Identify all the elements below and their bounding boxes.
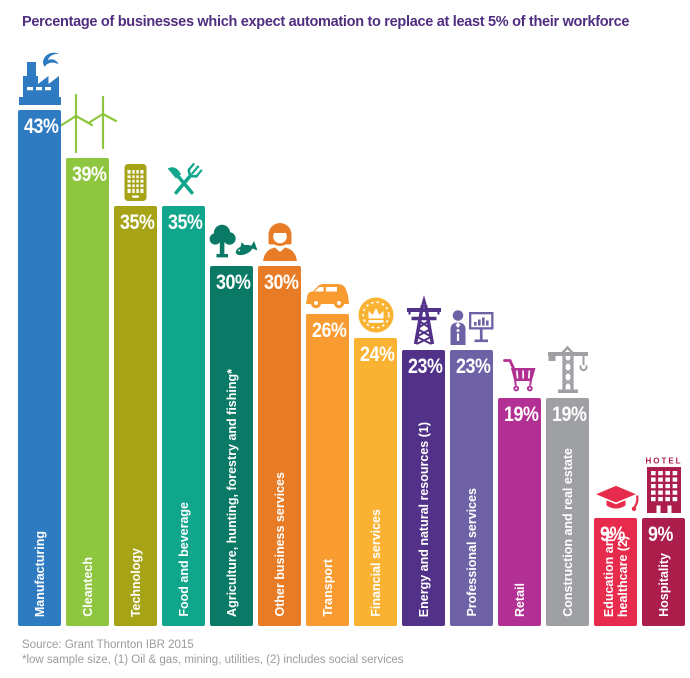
bar-value-label: 23% xyxy=(456,355,491,378)
graduation-cap-icon xyxy=(591,484,640,513)
bar-value-label: 30% xyxy=(216,271,251,294)
tree-fish-icon xyxy=(209,223,258,261)
bar-value-label: 9% xyxy=(600,523,625,546)
bar-group-financial-services: 24% Financial services xyxy=(354,297,397,626)
factory-icon xyxy=(18,50,61,105)
person-chart-icon xyxy=(450,309,494,345)
bar-category-label: Construction and real estate xyxy=(560,448,575,617)
bar-category-label: Professional services xyxy=(464,488,479,617)
car-icon xyxy=(306,282,349,309)
bar-group-cleantech: 39% Cleantech xyxy=(58,89,117,626)
bar-category-label: Transport xyxy=(320,559,335,617)
bar-agriculture-hunting-forestry-and-fishing: 30% Agriculture, hunting, forestry and fi… xyxy=(210,266,253,626)
person-icon xyxy=(258,222,301,261)
bar-value-label: 30% xyxy=(264,271,299,294)
bar-value-label: 23% xyxy=(408,355,443,378)
bar-group-energy-and-natural-resources-1: 23% Energy and natural resources (1) xyxy=(402,294,445,626)
bar-group-manufacturing: 43% Manufacturing xyxy=(18,50,61,626)
bar-category-label: Cleantech xyxy=(80,557,95,617)
mobile-phone-icon xyxy=(114,164,157,201)
bar-value-label: 19% xyxy=(552,403,587,426)
bar-category-label: Food and beverage xyxy=(176,502,191,617)
bar-value-label: 24% xyxy=(360,343,395,366)
bar-category-label: Technology xyxy=(128,547,143,617)
bar-value-label: 26% xyxy=(312,319,347,342)
bar-group-other-business-services: 30% Other business services xyxy=(258,222,301,626)
bar-category-label: Energy and natural resources (1) xyxy=(416,421,431,617)
bar-construction-and-real-estate: 19% Construction and real estate xyxy=(546,398,589,626)
crane-icon xyxy=(546,345,589,393)
bar-group-food-and-beverage: 35% Food and beverage xyxy=(162,163,205,626)
bar-group-education-and-healthcare-2: 9% Education and healthcare (2) xyxy=(591,484,640,626)
footnote-text: *low sample size, (1) Oil & gas, mining,… xyxy=(22,654,404,666)
bar-other-business-services: 30% Other business services xyxy=(258,266,301,626)
bar-technology: 35% Technology xyxy=(114,206,157,626)
bar-category-label: Agriculture, hunting, forestry and fishi… xyxy=(224,369,239,617)
coin-crown-icon xyxy=(354,297,397,333)
bar-manufacturing: 43% Manufacturing xyxy=(18,110,61,626)
bar-chart: 43% Manufacturing 39% Cleantech 35% Technolog… xyxy=(18,50,685,626)
bar-category-label: Hospitality xyxy=(656,553,671,617)
bar-group-hospitality: HOTEL 9% Hospitality xyxy=(642,455,685,626)
bar-value-label: 9% xyxy=(648,523,673,546)
bar-transport: 26% Transport xyxy=(306,314,349,626)
bar-value-label: 35% xyxy=(168,211,203,234)
bar-energy-and-natural-resources-1: 23% Energy and natural resources (1) xyxy=(402,350,445,626)
bar-category-label: Retail xyxy=(512,582,527,617)
bar-group-professional-services: 23% Professional services xyxy=(450,309,494,626)
bar-value-label: 19% xyxy=(504,403,539,426)
bar-financial-services: 24% Financial services xyxy=(354,338,397,626)
bar-group-construction-and-real-estate: 19% Construction and real estate xyxy=(546,345,589,626)
bar-value-label: 43% xyxy=(24,115,59,138)
hotel-icon: HOTEL xyxy=(642,455,685,513)
bar-category-label: Other business services xyxy=(272,472,287,617)
svg-text:HOTEL: HOTEL xyxy=(645,457,682,466)
bar-hospitality: 9% Hospitality xyxy=(642,518,685,626)
bar-category-label: Manufacturing xyxy=(32,530,47,617)
bar-professional-services: 23% Professional services xyxy=(450,350,493,626)
page-title: Percentage of businesses which expect au… xyxy=(22,14,630,30)
bar-category-label: Financial services xyxy=(368,509,383,617)
bar-cleantech: 39% Cleantech xyxy=(66,158,109,626)
bar-group-technology: 35% Technology xyxy=(114,164,157,626)
bar-value-label: 39% xyxy=(72,163,107,186)
source-text: Source: Grant Thornton IBR 2015 xyxy=(22,639,194,651)
power-pylon-icon xyxy=(402,294,445,345)
wind-turbine-icon xyxy=(58,89,117,154)
bar-food-and-beverage: 35% Food and beverage xyxy=(162,206,205,626)
bar-group-agriculture-hunting-forestry-and-fishing: 30% Agriculture, hunting, forestry and fi… xyxy=(209,223,258,626)
bar-education-and-healthcare-2: 9% Education and healthcare (2) xyxy=(594,518,637,626)
cutlery-icon xyxy=(162,163,205,201)
bar-group-retail: 19% Retail xyxy=(498,357,541,626)
shopping-cart-icon xyxy=(498,357,541,393)
bar-category-label: Education and healthcare (2) xyxy=(601,530,630,617)
bar-retail: 19% Retail xyxy=(498,398,541,626)
bar-value-label: 35% xyxy=(120,211,155,234)
chart-footer: Source: Grant Thornton IBR 2015 *low sam… xyxy=(22,638,404,668)
bar-group-transport: 26% Transport xyxy=(306,282,349,626)
